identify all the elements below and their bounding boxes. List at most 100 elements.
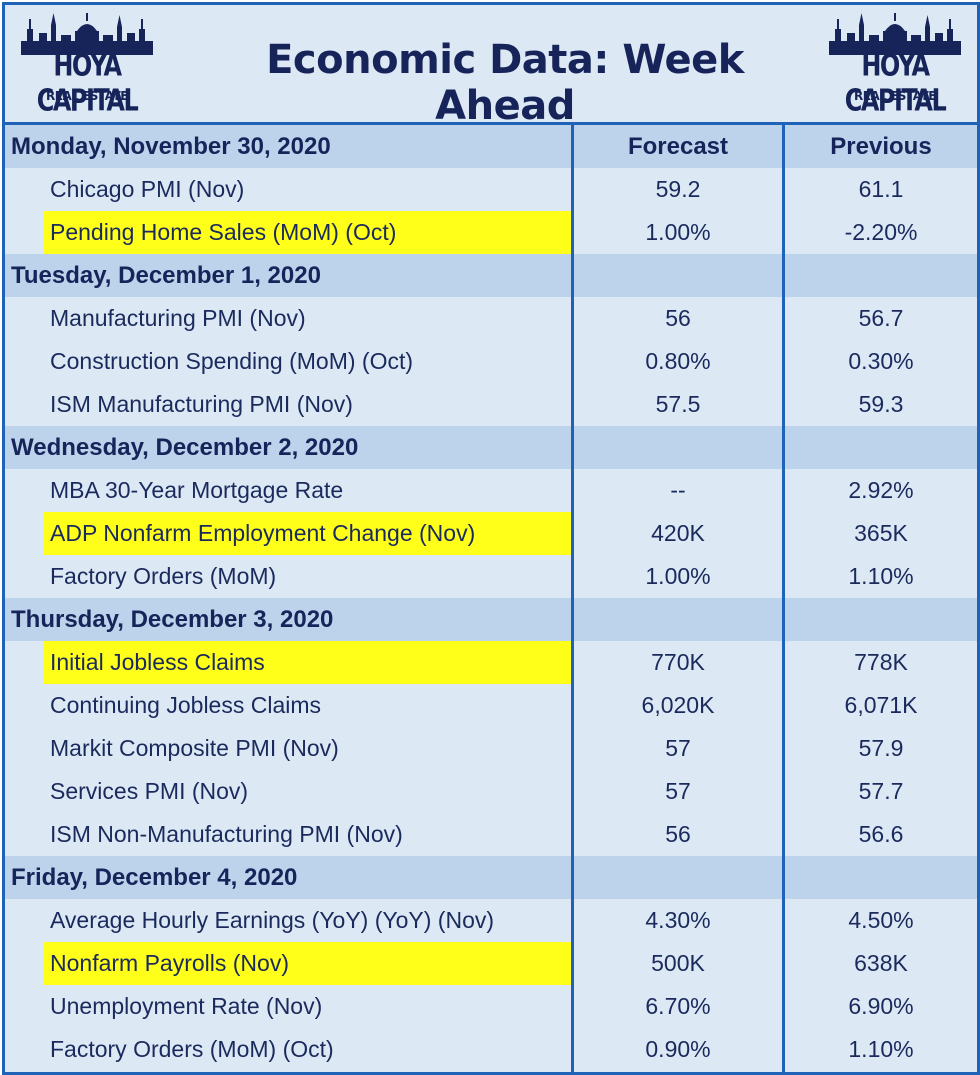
- previous-value: 56.7: [858, 305, 904, 331]
- day-header-row: Wednesday, December 2, 2020: [5, 426, 977, 469]
- table-row: Services PMI (Nov) 57 57.7: [5, 770, 977, 813]
- previous-value: 778K: [854, 649, 908, 675]
- forecast-value: --: [670, 477, 686, 503]
- table-row: Pending Home Sales (MoM) (Oct) 1.00% -2.20…: [5, 211, 977, 254]
- table-row: ISM Manufacturing PMI (Nov) 57.5 59.3: [5, 383, 977, 426]
- table-row: Factory Orders (MoM) 1.00% 1.10%: [5, 555, 977, 598]
- city-skyline-icon: [21, 13, 153, 55]
- table-row: Average Hourly Earnings (YoY) (YoY) (Nov…: [5, 899, 977, 942]
- previous-value: 1.10%: [848, 563, 914, 589]
- forecast-value: 0.80%: [645, 348, 711, 374]
- highlight-marker: [44, 512, 571, 555]
- forecast-value: 4.30%: [645, 907, 711, 933]
- forecast-value: Forecast: [627, 133, 729, 160]
- day-label: Wednesday, December 2, 2020: [11, 434, 359, 461]
- previous-value: 6,071K: [844, 692, 918, 718]
- day-label: Monday, November 30, 2020: [11, 133, 331, 160]
- highlight-marker: [44, 641, 571, 684]
- header: HOYA CAPITAL REAL ESTATE Economic Data: …: [5, 5, 977, 129]
- table-row: ADP Nonfarm Employment Change (Nov) 420K 3…: [5, 512, 977, 555]
- previous-value: [785, 426, 977, 469]
- previous-value: 2.92%: [848, 477, 914, 503]
- table-row: Markit Composite PMI (Nov) 57 57.9: [5, 727, 977, 770]
- forecast-value: [574, 598, 782, 641]
- indicator-name: Markit Composite PMI (Nov): [50, 735, 339, 761]
- hoya-capital-logo-left: HOYA CAPITAL REAL ESTATE: [17, 11, 157, 118]
- day-header-row: Thursday, December 3, 2020: [5, 598, 977, 641]
- forecast-value: [574, 254, 782, 297]
- indicator-name: Initial Jobless Claims: [50, 649, 265, 675]
- indicator-name: Factory Orders (MoM) (Oct): [50, 1036, 334, 1062]
- city-skyline-icon: [829, 13, 961, 55]
- previous-value: 638K: [854, 950, 908, 976]
- day-header-row: Tuesday, December 1, 2020: [5, 254, 977, 297]
- indicator-name: Pending Home Sales (MoM) (Oct): [50, 219, 397, 245]
- logo-sub-text: REAL ESTATE: [854, 89, 936, 103]
- previous-value: -2.20%: [844, 219, 918, 245]
- hoya-capital-logo-right: HOYA CAPITAL REAL ESTATE: [825, 11, 965, 118]
- forecast-value: 6.70%: [645, 993, 711, 1019]
- forecast-value: 6,020K: [641, 692, 715, 718]
- indicator-name: Nonfarm Payrolls (Nov): [50, 950, 289, 976]
- day-header-row: Friday, December 4, 2020: [5, 856, 977, 899]
- forecast-value: 57: [665, 735, 691, 761]
- logo-sub-text: REAL ESTATE: [46, 89, 128, 103]
- previous-value: 56.6: [858, 821, 904, 847]
- table-row: Continuing Jobless Claims 6,020K 6,071K: [5, 684, 977, 727]
- indicator-name: Services PMI (Nov): [50, 778, 249, 804]
- forecast-value: 500K: [651, 950, 705, 976]
- table-row: ISM Non-Manufacturing PMI (Nov) 56 56.6: [5, 813, 977, 856]
- forecast-value: 56: [665, 305, 691, 331]
- table-row: Nonfarm Payrolls (Nov) 500K 638K: [5, 942, 977, 985]
- highlight-marker: [44, 942, 571, 985]
- indicator-name: Manufacturing PMI (Nov): [50, 305, 306, 331]
- header-divider: [5, 122, 977, 125]
- table-row: Chicago PMI (Nov) 59.2 61.1: [5, 168, 977, 211]
- logo-brand-text: HOYA CAPITAL: [36, 48, 139, 118]
- economic-data-table: Monday, November 30, 2020 Forecast Previou…: [5, 125, 977, 1071]
- forecast-value: [574, 426, 782, 469]
- column-divider: [782, 125, 785, 1072]
- forecast-value: 1.00%: [645, 563, 711, 589]
- indicator-name: ISM Manufacturing PMI (Nov): [50, 391, 353, 417]
- indicator-name: Unemployment Rate (Nov): [50, 993, 323, 1019]
- column-divider: [571, 125, 574, 1072]
- previous-value: 57.9: [858, 735, 904, 761]
- previous-value: 57.7: [858, 778, 904, 804]
- table-row: Unemployment Rate (Nov) 6.70% 6.90%: [5, 985, 977, 1028]
- previous-value: 4.50%: [848, 907, 914, 933]
- forecast-value: 0.90%: [645, 1036, 711, 1062]
- forecast-value: 57: [665, 778, 691, 804]
- previous-value: [785, 254, 977, 297]
- previous-value: [785, 598, 977, 641]
- forecast-value: 420K: [651, 520, 705, 546]
- indicator-name: MBA 30-Year Mortgage Rate: [50, 477, 344, 503]
- indicator-name: ADP Nonfarm Employment Change (Nov): [50, 520, 476, 546]
- indicator-name: Construction Spending (MoM) (Oct): [50, 348, 414, 374]
- page-title: Economic Data: Week Ahead: [266, 37, 744, 129]
- forecast-value: 59.2: [655, 176, 701, 202]
- highlight-marker: [44, 211, 571, 254]
- previous-value: 0.30%: [848, 348, 914, 374]
- indicator-name: Average Hourly Earnings (YoY) (YoY) (Nov…: [50, 907, 495, 933]
- forecast-value: 770K: [651, 649, 705, 675]
- forecast-value: 56: [665, 821, 691, 847]
- table-row: MBA 30-Year Mortgage Rate -- 2.92%: [5, 469, 977, 512]
- previous-value: 6.90%: [848, 993, 914, 1019]
- previous-value: 1.10%: [848, 1036, 914, 1062]
- day-label: Thursday, December 3, 2020: [11, 606, 334, 633]
- logo-brand-text: HOYA CAPITAL: [844, 48, 947, 118]
- table-row: Initial Jobless Claims 770K 778K: [5, 641, 977, 684]
- table-row: Manufacturing PMI (Nov) 56 56.7: [5, 297, 977, 340]
- forecast-value: 1.00%: [645, 219, 711, 245]
- previous-value: 61.1: [858, 176, 904, 202]
- forecast-value: 57.5: [655, 391, 701, 417]
- day-label: Tuesday, December 1, 2020: [11, 262, 321, 289]
- table-row: Factory Orders (MoM) (Oct) 0.90% 1.10%: [5, 1028, 977, 1071]
- day-label: Friday, December 4, 2020: [11, 864, 298, 891]
- previous-value: 365K: [854, 520, 908, 546]
- table-row: Construction Spending (MoM) (Oct) 0.80% 0.…: [5, 340, 977, 383]
- indicator-name: Factory Orders (MoM): [50, 563, 277, 589]
- indicator-name: Continuing Jobless Claims: [50, 692, 322, 718]
